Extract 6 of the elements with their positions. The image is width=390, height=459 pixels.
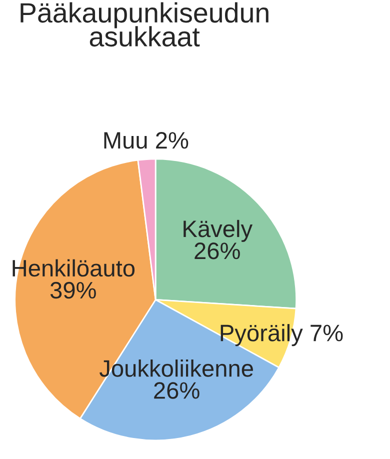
data-label: 26% [194, 242, 240, 260]
chart-title: Pääkaupunkiseudun asukkaat [20, 2, 268, 47]
slice-label: Muu 2% [104, 132, 188, 149]
slice-label: Kävely [184, 220, 253, 242]
data-label: 26% [154, 382, 200, 399]
data-label: 39% [50, 282, 96, 299]
